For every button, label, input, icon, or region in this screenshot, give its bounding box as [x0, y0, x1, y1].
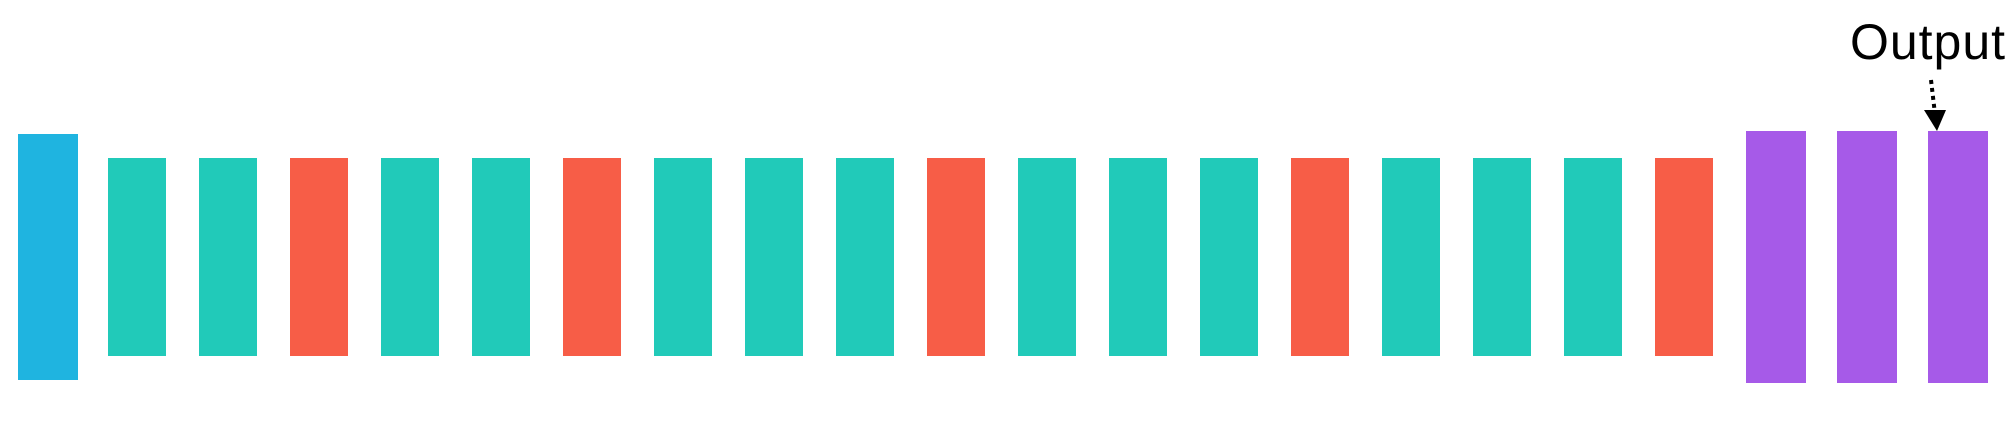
- layer-block-18: [1655, 158, 1713, 356]
- layer-block-8: [745, 158, 803, 356]
- output-pointer-arrow-icon: [1924, 79, 1946, 131]
- layer-block-1: [108, 158, 166, 356]
- output-block-3: [1928, 131, 1988, 383]
- layer-block-9: [836, 158, 894, 356]
- output-block-1: [1746, 131, 1806, 383]
- layer-block-13: [1200, 158, 1258, 356]
- layer-block-5: [472, 158, 530, 356]
- layer-block-6: [563, 158, 621, 356]
- layer-block-17: [1564, 158, 1622, 356]
- layer-block-3: [290, 158, 348, 356]
- output-block-2: [1837, 131, 1897, 383]
- input-block: [18, 134, 78, 380]
- output-label: Output: [1849, 14, 2007, 70]
- layer-block-10: [927, 158, 985, 356]
- layer-block-2: [199, 158, 257, 356]
- layer-block-14: [1291, 158, 1349, 356]
- layer-block-16: [1473, 158, 1531, 356]
- layer-block-7: [654, 158, 712, 356]
- layer-block-15: [1382, 158, 1440, 356]
- layer-block-11: [1018, 158, 1076, 356]
- layer-block-4: [381, 158, 439, 356]
- layer-block-12: [1109, 158, 1167, 356]
